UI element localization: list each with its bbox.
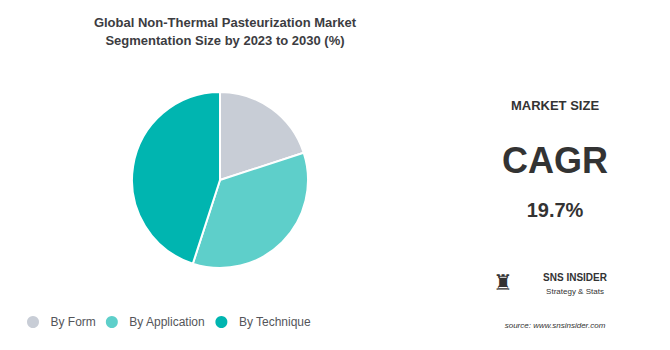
svg-text:SNS INSIDER: SNS INSIDER [543, 272, 608, 283]
svg-text:MARKET SIZE: MARKET SIZE [511, 98, 599, 113]
svg-text:By Form: By Form [51, 315, 96, 329]
svg-text:By Application: By Application [129, 315, 204, 329]
svg-text:Global Non-Thermal Pasteurizat: Global Non-Thermal Pasteurization Market [94, 15, 357, 30]
svg-text:Segmentation Size by 2023 to 2: Segmentation Size by 2023 to 2030 (%) [105, 33, 344, 48]
svg-text:CAGR: CAGR [502, 140, 608, 181]
svg-text:19.7%: 19.7% [527, 199, 584, 221]
svg-text:By Technique: By Technique [239, 315, 311, 329]
svg-text:source: www.snsinsider.com: source: www.snsinsider.com [505, 321, 606, 330]
svg-text:Strategy & Stats: Strategy & Stats [546, 287, 604, 296]
svg-text:♜: ♜ [493, 270, 513, 295]
